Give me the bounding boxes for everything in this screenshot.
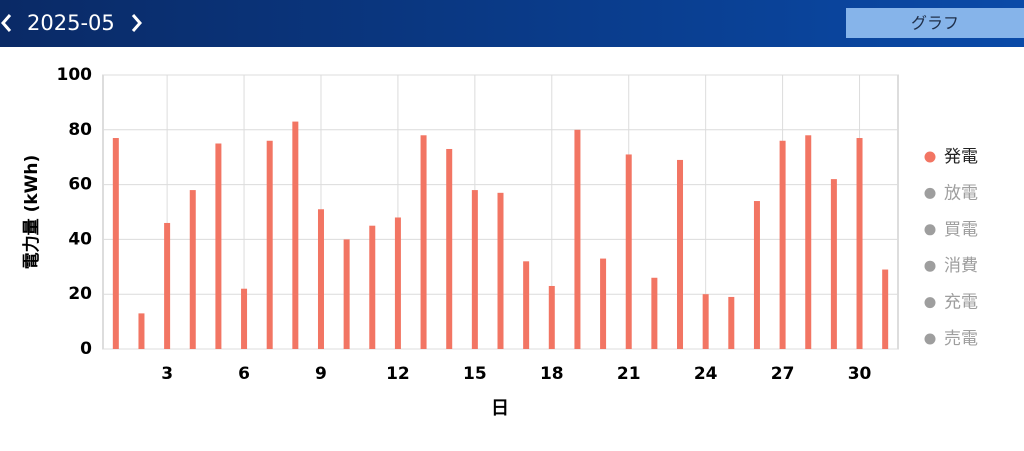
bar (189, 190, 196, 349)
x-tick-label: 15 (463, 364, 487, 384)
bar (446, 148, 453, 349)
bar (574, 129, 581, 349)
legend-swatch (924, 333, 936, 345)
legend-swatch (924, 224, 936, 236)
x-tick-label: 18 (540, 364, 564, 384)
bar (266, 140, 273, 349)
bar (112, 138, 119, 349)
legend-swatch (924, 151, 936, 163)
bar (317, 209, 324, 349)
bar (471, 190, 478, 349)
bar (651, 277, 658, 349)
bar (728, 296, 735, 349)
bar (779, 140, 786, 349)
bar (830, 179, 837, 349)
x-axis-title: 日 (491, 398, 509, 419)
month-label: 2025-05 (27, 11, 115, 35)
legend-swatch (924, 187, 936, 199)
bar (702, 294, 709, 349)
x-tick-label: 30 (848, 364, 872, 384)
bar (805, 135, 812, 349)
bar (523, 261, 530, 349)
y-tick-label: 0 (80, 339, 92, 359)
y-tick-label: 80 (68, 120, 92, 140)
x-tick-label: 3 (161, 364, 173, 384)
legend-label: 発電 (944, 147, 978, 167)
legend-swatch (924, 297, 936, 309)
y-tick-label: 100 (57, 65, 93, 85)
x-tick-label: 27 (771, 364, 795, 384)
legend-label: 買電 (944, 220, 978, 240)
x-tick-label: 9 (315, 364, 327, 384)
legend-label: 売電 (944, 329, 978, 349)
bar (548, 285, 555, 349)
graph-button-label: グラフ (911, 14, 959, 33)
y-axis-title: 電力量 (kWh) (21, 155, 42, 270)
bar (394, 217, 401, 349)
legend-label: 充電 (944, 293, 978, 313)
bar (600, 258, 607, 349)
x-tick-label: 6 (238, 364, 250, 384)
bar (138, 313, 145, 349)
x-tick-label: 21 (617, 364, 641, 384)
bar (856, 138, 863, 349)
legend-label: 放電 (944, 183, 978, 203)
bar (369, 225, 376, 349)
bar (164, 222, 171, 349)
bar (241, 288, 248, 349)
x-tick-label: 12 (386, 364, 410, 384)
bar (497, 192, 504, 349)
legend-swatch (924, 260, 936, 272)
bar (420, 135, 427, 349)
y-tick-label: 60 (68, 175, 92, 195)
bar (292, 121, 299, 349)
x-tick-label: 24 (694, 364, 718, 384)
bar (753, 201, 760, 349)
bar (625, 154, 632, 349)
y-tick-label: 40 (68, 229, 92, 249)
bar (882, 269, 889, 349)
next-month[interactable] (131, 14, 142, 32)
bar (343, 239, 350, 349)
plot: 0 20 40 60 80 100 3 6 9 12 15 18 21 24 27 30 発電放電買電消費充電売… (57, 65, 979, 384)
prev-month[interactable] (1, 14, 12, 32)
bar (677, 159, 684, 349)
legend-label: 消費 (944, 256, 978, 276)
graph-button[interactable] (846, 8, 1024, 38)
y-tick-label: 20 (68, 284, 92, 304)
bar (215, 143, 222, 349)
